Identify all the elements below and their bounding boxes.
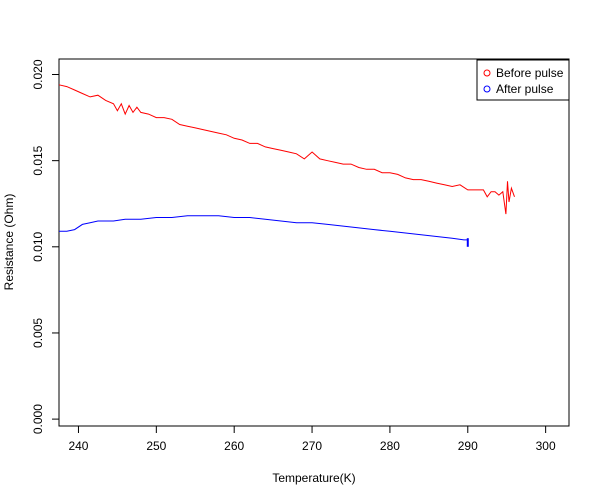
- x-axis-title: Temperature(K): [272, 471, 355, 485]
- series-line-before-pulse: [58, 84, 515, 215]
- x-tick-label: 240: [68, 439, 88, 453]
- legend-marker: [483, 85, 491, 93]
- legend-marker: [483, 69, 491, 77]
- series-layer: [58, 84, 515, 247]
- plot-frame: [58, 58, 570, 427]
- y-tick-label: 0.015: [31, 145, 45, 175]
- x-tick-label: 300: [536, 439, 556, 453]
- y-tick-label: 0.010: [31, 231, 45, 261]
- y-tick-label: 0.020: [31, 59, 45, 89]
- y-tick-label: 0.005: [31, 318, 45, 348]
- y-tick-label: 0.000: [31, 404, 45, 434]
- legend: Before pulse After pulse: [476, 59, 570, 101]
- x-tick-label: 260: [224, 439, 244, 453]
- legend-box: [476, 59, 570, 101]
- x-axis: 240 250 260 270 280 290 300: [68, 426, 556, 453]
- legend-label: After pulse: [496, 82, 554, 96]
- x-tick-label: 250: [146, 439, 166, 453]
- x-tick-label: 270: [302, 439, 322, 453]
- x-tick-label: 280: [380, 439, 400, 453]
- series-line-after-pulse: [59, 215, 468, 241]
- y-axis: 0.000 0.005 0.010 0.015 0.020: [31, 59, 59, 434]
- legend-label: Before pulse: [496, 66, 564, 80]
- x-tick-label: 290: [458, 439, 478, 453]
- y-axis-title: Resistance (Ohm): [2, 194, 16, 291]
